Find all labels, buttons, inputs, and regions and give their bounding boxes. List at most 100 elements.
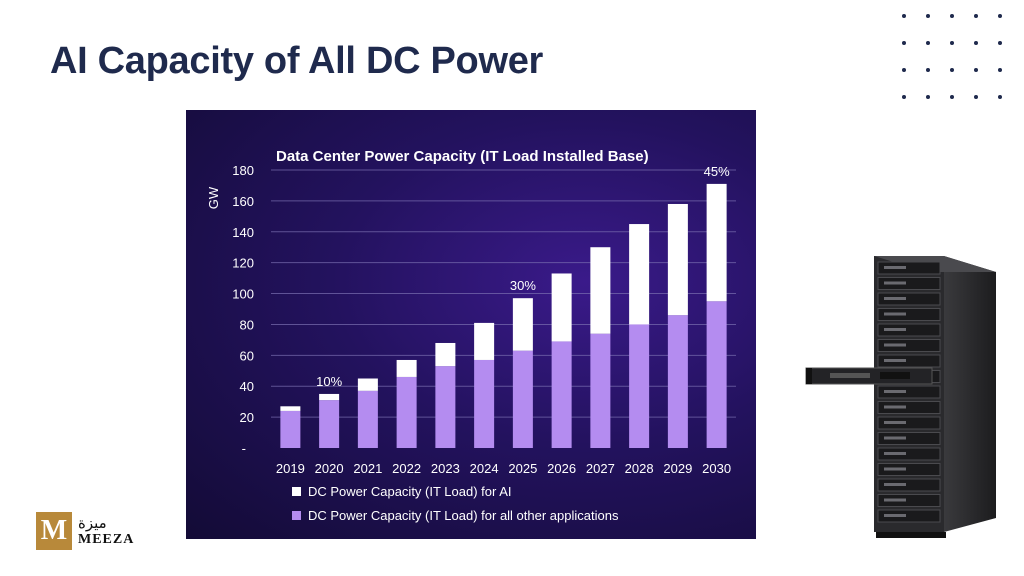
x-tick-label: 2020 xyxy=(315,461,344,476)
bar-other-applications-2023 xyxy=(435,366,456,448)
rack-unit-label xyxy=(884,452,906,455)
y-tick-label-zero: - xyxy=(242,441,246,456)
legend-swatch xyxy=(292,511,301,520)
bar-other-applications-2020 xyxy=(319,400,340,448)
x-tick-label: 2026 xyxy=(547,461,576,476)
x-tick-label: 2027 xyxy=(586,461,615,476)
legend-swatch xyxy=(292,487,301,496)
bar-other-applications-2019 xyxy=(280,410,301,448)
decorative-dot xyxy=(926,41,930,45)
server-rack-illustration xyxy=(805,256,996,538)
bar-ai-2023 xyxy=(435,342,456,367)
y-tick-label: 160 xyxy=(232,194,254,209)
bar-ai-2025 xyxy=(512,298,533,351)
bar-other-applications-2027 xyxy=(590,333,611,448)
bar-ai-2027 xyxy=(590,247,611,334)
rack-unit-label xyxy=(884,498,906,502)
decorative-dot xyxy=(974,95,978,99)
y-tick-label: 120 xyxy=(232,256,254,271)
rack-unit-label xyxy=(884,514,906,517)
x-tick-label: 2029 xyxy=(663,461,692,476)
decorative-dot xyxy=(998,41,1002,45)
rack-unit xyxy=(877,277,941,290)
x-tick-label: 2022 xyxy=(392,461,421,476)
bar-ai-2022 xyxy=(396,359,417,377)
y-tick-label: 140 xyxy=(232,225,254,240)
logo-monogram: M xyxy=(36,512,72,550)
logo-arabic-text: ميزة xyxy=(78,514,107,532)
rack-unit xyxy=(877,292,941,306)
decorative-dot xyxy=(950,41,954,45)
decorative-dot xyxy=(926,68,930,72)
decorative-dot xyxy=(926,95,930,99)
x-tick-label: 2024 xyxy=(470,461,499,476)
rack-unit-label xyxy=(884,328,906,331)
decorative-dot xyxy=(974,14,978,18)
rack-unit-label xyxy=(884,390,906,393)
bar-other-applications-2026 xyxy=(551,341,572,448)
rack-unit xyxy=(877,432,941,445)
bar-other-applications-2024 xyxy=(474,359,495,448)
decorative-dot xyxy=(950,68,954,72)
bar-ai-2028 xyxy=(629,224,650,325)
chart-title: Data Center Power Capacity (IT Load Inst… xyxy=(276,148,649,165)
x-tick-label: 2028 xyxy=(625,461,654,476)
bar-other-applications-2028 xyxy=(629,324,650,448)
x-tick-label: 2025 xyxy=(508,461,537,476)
decorative-dot xyxy=(998,14,1002,18)
decorative-dot xyxy=(950,14,954,18)
legend-label: DC Power Capacity (IT Load) for all othe… xyxy=(308,508,619,523)
rack-unit xyxy=(877,447,941,461)
rack-unit-label xyxy=(884,266,906,269)
rack-unit-label xyxy=(884,467,906,471)
rack-unit-label xyxy=(884,405,906,409)
x-tick-label: 2021 xyxy=(353,461,382,476)
decorative-dot xyxy=(998,68,1002,72)
rack-unit-label xyxy=(884,312,906,316)
rack-unit-label xyxy=(884,436,906,440)
bar-other-applications-2022 xyxy=(396,376,417,448)
bar-other-applications-2029 xyxy=(667,315,688,448)
rack-unit xyxy=(877,478,941,492)
chart-panel: Data Center Power Capacity (IT Load Inst… xyxy=(186,110,756,539)
share-annotation: 45% xyxy=(704,164,730,179)
y-tick-label: 100 xyxy=(232,287,254,302)
decorative-dot xyxy=(974,68,978,72)
rack-unit-label xyxy=(884,281,906,285)
logo-english-text: MEEZA xyxy=(78,532,135,547)
y-tick-label: 180 xyxy=(232,163,254,178)
bar-other-applications-2021 xyxy=(357,390,378,448)
rack-unit-label xyxy=(884,359,906,362)
decorative-dot xyxy=(950,95,954,99)
slide-title: AI Capacity of All DC Power xyxy=(50,40,544,82)
rack-unit xyxy=(877,401,941,414)
x-tick-label: 2030 xyxy=(702,461,731,476)
rack-unit-label xyxy=(884,343,906,347)
y-tick-label: 40 xyxy=(240,379,254,394)
y-tick-label: 60 xyxy=(240,348,254,363)
bar-ai-2019 xyxy=(280,406,301,411)
decorative-dot xyxy=(902,41,906,45)
legend-label: DC Power Capacity (IT Load) for AI xyxy=(308,484,512,499)
bar-ai-2024 xyxy=(474,322,495,360)
rack-unit-label xyxy=(884,297,906,300)
bar-ai-2021 xyxy=(357,378,378,391)
rack-unit xyxy=(877,261,941,275)
meeza-logo: M ميزة MEEZA xyxy=(36,512,146,552)
x-tick-label: 2019 xyxy=(276,461,305,476)
bar-other-applications-2030 xyxy=(706,301,727,448)
share-annotation: 30% xyxy=(510,278,536,293)
decorative-dot xyxy=(998,95,1002,99)
rack-unit xyxy=(877,509,941,523)
decorative-dot xyxy=(902,68,906,72)
decorative-dot-grid xyxy=(894,10,1014,100)
bar-ai-2029 xyxy=(667,203,688,316)
share-annotation: 10% xyxy=(316,374,342,389)
rack-unit xyxy=(877,463,941,476)
rack-unit xyxy=(877,416,941,430)
bar-other-applications-2025 xyxy=(512,350,533,448)
bar-ai-2020 xyxy=(319,393,340,401)
decorative-dot xyxy=(902,95,906,99)
rack-unit xyxy=(877,339,941,352)
bar-ai-2030 xyxy=(706,183,727,302)
